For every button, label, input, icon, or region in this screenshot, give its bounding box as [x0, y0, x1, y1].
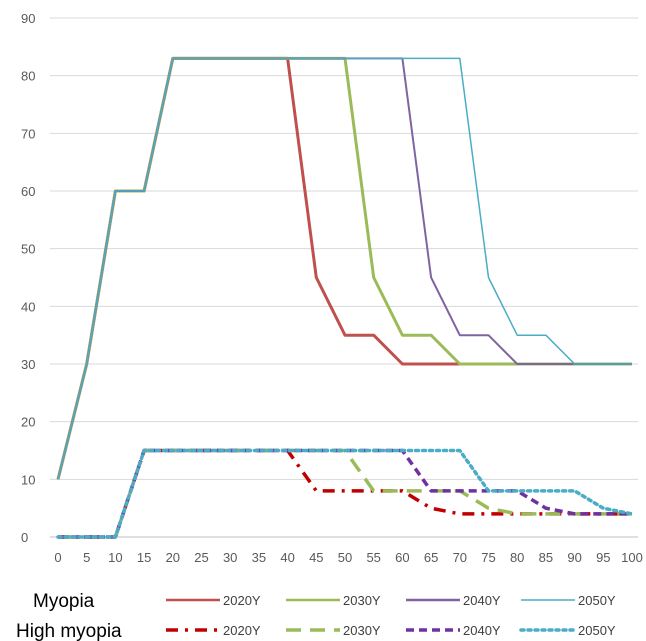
y-tick-label: 0: [21, 530, 28, 545]
x-tick-label: 60: [395, 550, 409, 565]
series-line-high-myopia-2020y: [58, 448, 632, 539]
y-tick-label: 80: [21, 69, 35, 84]
y-tick-label: 90: [21, 11, 35, 26]
x-tick-label: 50: [338, 550, 352, 565]
x-tick-label: 100: [621, 550, 643, 565]
legend-label: 2030Y: [343, 623, 381, 638]
series-line-myopia-2050y: [57, 57, 632, 480]
legend-label: 2040Y: [463, 623, 501, 638]
legend-label: 2030Y: [343, 593, 381, 608]
series-line-myopia-2020y: [56, 56, 632, 480]
series-line-high-myopia-2040y: [58, 448, 632, 539]
x-tick-label: 95: [596, 550, 610, 565]
x-tick-label: 15: [137, 550, 151, 565]
x-tick-label: 80: [510, 550, 524, 565]
y-axis-ticks: 0 10 20 30 40 50 60 70 80 90: [21, 11, 35, 545]
x-tick-label: 10: [108, 550, 122, 565]
y-tick-label: 60: [21, 184, 35, 199]
x-tick-label: 70: [453, 550, 467, 565]
x-tick-label: 25: [194, 550, 208, 565]
x-tick-label: 5: [83, 550, 90, 565]
x-tick-label: 75: [481, 550, 495, 565]
series-line-myopia-2030y: [56, 56, 632, 480]
legend-label: 2020Y: [223, 593, 261, 608]
x-tick-label: 45: [309, 550, 323, 565]
y-tick-label: 30: [21, 357, 35, 372]
x-tick-label: 65: [424, 550, 438, 565]
series-line-high-myopia-2050y: [56, 448, 634, 539]
x-axis-ticks: 0 5 10 15 20 25 30 35 40 45 50 55 60 65 70 75 80 85 90 95 10…: [54, 550, 642, 565]
y-tick-label: 10: [21, 472, 35, 487]
x-tick-label: 35: [252, 550, 266, 565]
x-tick-label: 40: [280, 550, 294, 565]
legend-label: 2040Y: [463, 593, 501, 608]
y-tick-label: 20: [21, 415, 35, 430]
gridlines: [50, 17, 638, 538]
legend-label: 2050Y: [578, 593, 616, 608]
legend-label: 2020Y: [223, 623, 261, 638]
x-tick-label: 55: [366, 550, 380, 565]
y-tick-label: 70: [21, 126, 35, 141]
legend-group-label: High myopia: [16, 621, 122, 641]
y-tick-label: 50: [21, 242, 35, 257]
x-tick-label: 30: [223, 550, 237, 565]
x-tick-label: 90: [567, 550, 581, 565]
series-line-high-myopia-2030y: [58, 448, 632, 539]
x-tick-label: 20: [166, 550, 180, 565]
x-tick-label: 0: [54, 550, 61, 565]
legend: Myopia 2020Y 2030Y 2040Y 2050Y High myopia 202…: [16, 591, 616, 641]
y-tick-label: 40: [21, 299, 35, 314]
legend-group-label: Myopia: [33, 591, 95, 612]
series-line-myopia-2040y: [57, 57, 632, 480]
legend-label: 2050Y: [578, 623, 616, 638]
series-lines: [56, 56, 634, 539]
x-tick-label: 85: [539, 550, 553, 565]
